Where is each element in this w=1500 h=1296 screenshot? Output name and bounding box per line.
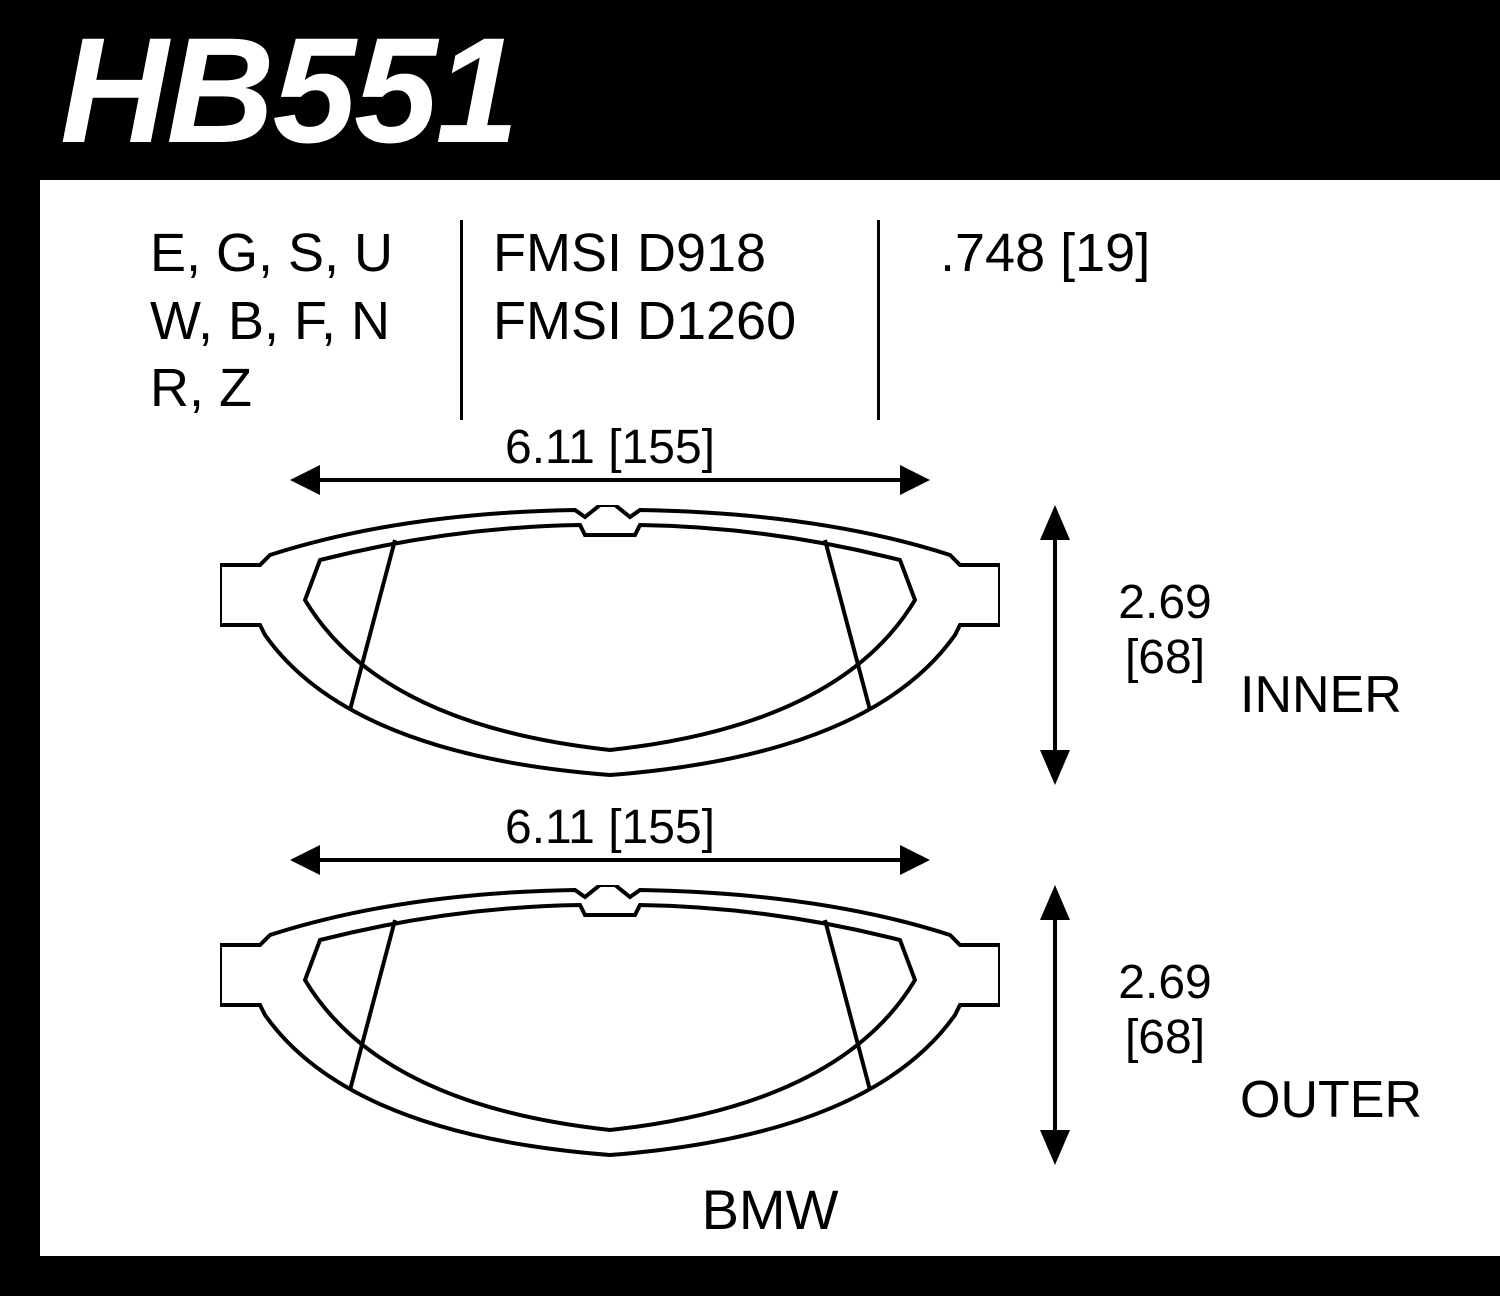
spec-row: E, G, S, U W, B, F, N R, Z FMSI D918 FMS… [120,220,1460,420]
height-arrow-icon [1020,500,1090,790]
outer-height-label: 2.69 [68] [1090,955,1240,1065]
outer-pad-block: 6.11 [155] [40,810,1500,1210]
thickness-in: .748 [940,223,1045,283]
compound-codes: E, G, S, U W, B, F, N R, Z [120,220,460,420]
width-arrow-icon [290,840,930,880]
width-arrow-icon [290,460,930,500]
diagram-area: 6.11 [155] [40,430,1500,1250]
part-number: HB551 [60,4,517,177]
inner-height-dimension: 2.69 [68] [1020,500,1280,790]
height-arrow-icon [1020,880,1090,1170]
outer-label: OUTER [1240,1070,1422,1130]
inner-width-dimension: 6.11 [155] [290,430,930,500]
outer-pad-shape-icon [220,885,1000,1165]
fmsi-line-2: FMSI D1260 [493,288,847,356]
bracket-close: ] [1135,223,1150,283]
inner-label: INNER [1240,665,1402,725]
inner-height-label: 2.69 [68] [1090,575,1240,685]
page: HB551 E, G, S, U W, B, F, N R, Z FMSI D9… [0,0,1500,1296]
frame: E, G, S, U W, B, F, N R, Z FMSI D918 FMS… [0,180,1500,1296]
codes-line-1: E, G, S, U [150,220,430,288]
title-bar: HB551 [0,0,1500,180]
fmsi-line-1: FMSI D918 [493,220,847,288]
thickness: .748 [19] [880,220,1210,420]
inner-pad-block: 6.11 [155] [40,430,1500,810]
brand-label: BMW [40,1177,1500,1242]
bracket-open: [ [1060,223,1075,283]
outer-width-dimension: 6.11 [155] [290,810,930,880]
codes-line-3: R, Z [150,355,430,423]
inner-pad-shape-icon [220,505,1000,785]
fmsi-codes: FMSI D918 FMSI D1260 [460,220,880,420]
codes-line-2: W, B, F, N [150,288,430,356]
thickness-mm: 19 [1075,223,1135,283]
